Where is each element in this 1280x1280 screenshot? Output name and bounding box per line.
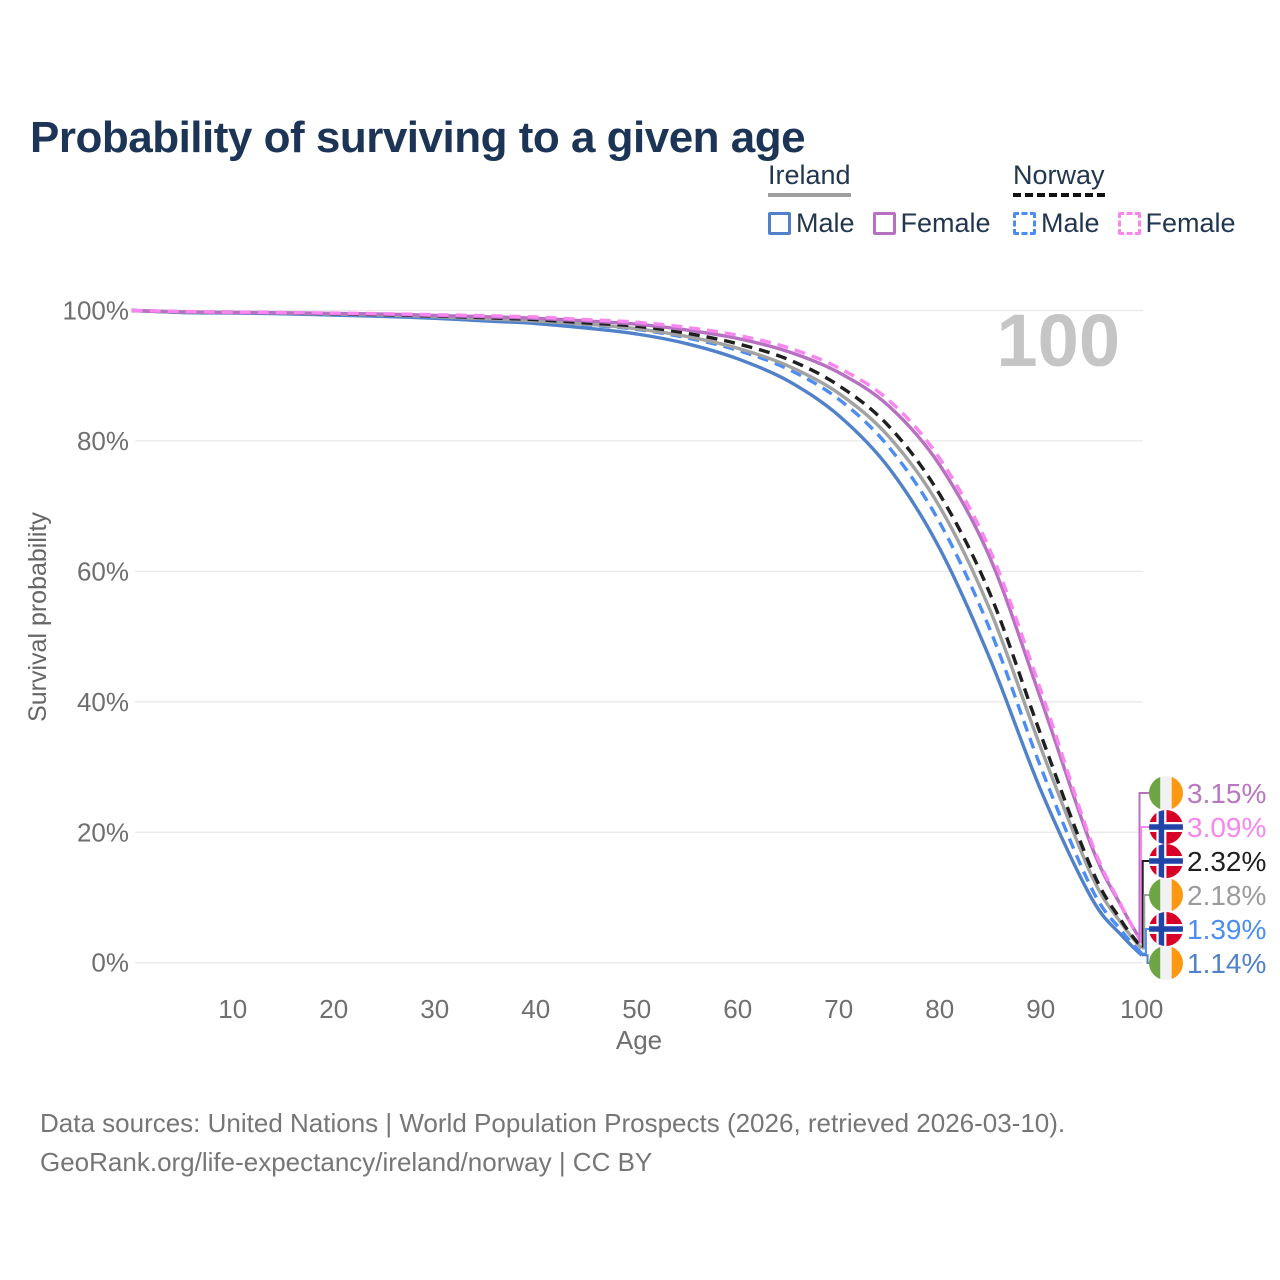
norway-flag-icon [1149, 912, 1183, 946]
series-line-ireland-male[interactable] [131, 308, 1143, 957]
y-tick-0%: 0% [91, 948, 129, 978]
legend-group-norway: Norway Male Female [1013, 160, 1254, 239]
legend-swatch-norway-male[interactable] [1013, 212, 1036, 235]
legend-group-ireland: Ireland Male Female [768, 160, 1009, 239]
end-value-norway-male: 1.39% [1187, 914, 1266, 945]
norway-flag-icon [1149, 810, 1183, 844]
legend-label-norway-male: Male [1041, 208, 1100, 238]
chart-footer: Data sources: United Nations | World Pop… [40, 1104, 1065, 1182]
x-tick-40: 40 [521, 994, 550, 1024]
footer-attribution: GeoRank.org/life-expectancy/ireland/norw… [40, 1147, 653, 1177]
end-connector-norway-female [1140, 826, 1152, 944]
legend-label-ireland-female: Female [900, 208, 991, 238]
y-tick-20%: 20% [77, 817, 129, 847]
age-watermark: 100 [997, 299, 1120, 382]
x-axis-label: Age [616, 1025, 662, 1055]
ireland-flag-icon [1149, 878, 1183, 912]
x-tick-30: 30 [420, 994, 449, 1024]
series-line-norway-both[interactable] [131, 308, 1144, 949]
series-line-norway-female[interactable] [131, 308, 1144, 944]
legend-title-norway[interactable]: Norway [1013, 160, 1254, 197]
legend-title-ireland[interactable]: Ireland [768, 160, 1009, 197]
end-value-ireland-female: 3.15% [1187, 778, 1266, 809]
ireland-flag-icon [1149, 776, 1183, 810]
y-tick-80%: 80% [77, 426, 129, 456]
y-tick-60%: 60% [77, 556, 129, 586]
y-tick-40%: 40% [77, 687, 129, 717]
footer-sources: Data sources: United Nations | World Pop… [40, 1108, 1066, 1138]
norway-flag-icon [1149, 844, 1183, 878]
ireland-flag-icon [1149, 946, 1183, 980]
end-connector-ireland-both [1142, 894, 1152, 950]
x-tick-20: 20 [319, 994, 348, 1024]
x-tick-100: 100 [1120, 994, 1163, 1024]
x-tick-80: 80 [925, 994, 954, 1024]
x-tick-10: 10 [218, 994, 247, 1024]
end-value-norway-both: 2.32% [1187, 846, 1266, 877]
x-tick-60: 60 [723, 994, 752, 1024]
end-connector-norway-male [1142, 928, 1152, 955]
end-value-norway-female: 3.09% [1187, 812, 1266, 843]
survival-chart: 100 0% 20% 40% 60% 80% 100% 10 20 30 40 50 60 70 80 90 1… [24, 296, 1266, 1056]
y-axis-label: Survival probability [24, 512, 52, 722]
legend-label-ireland-male: Male [796, 208, 855, 238]
page-title: Probability of surviving to a given age [30, 113, 806, 163]
legend-title-norway-label: Norway [1013, 160, 1105, 197]
legend-label-norway-female: Female [1145, 208, 1236, 238]
legend-swatch-ireland-male[interactable] [768, 212, 791, 235]
series-line-norway-male[interactable] [131, 308, 1143, 955]
legend-swatch-norway-female[interactable] [1117, 212, 1141, 235]
x-tick-90: 90 [1026, 994, 1055, 1024]
x-tick-50: 50 [622, 994, 651, 1024]
end-value-ireland-male: 1.14% [1187, 948, 1266, 979]
end-value-ireland-both: 2.18% [1187, 880, 1266, 911]
y-tick-100%: 100% [63, 296, 130, 326]
legend-title-ireland-label: Ireland [768, 160, 851, 197]
legend-swatch-ireland-female[interactable] [872, 212, 896, 235]
series-line-ireland-female[interactable] [131, 308, 1144, 944]
x-tick-70: 70 [824, 994, 853, 1024]
